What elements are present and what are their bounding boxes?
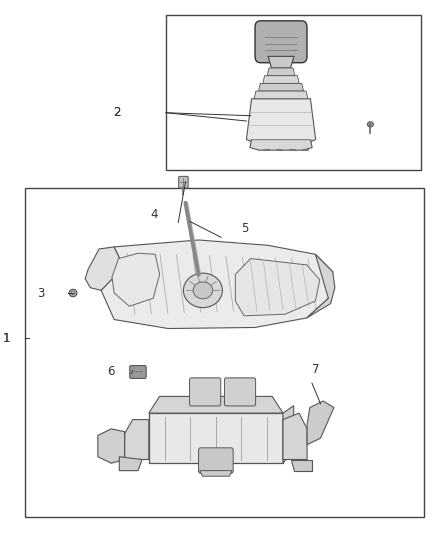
Ellipse shape [193, 282, 212, 299]
Polygon shape [283, 413, 307, 459]
Text: 1: 1 [3, 332, 10, 344]
Polygon shape [98, 429, 125, 463]
Polygon shape [200, 471, 232, 476]
Polygon shape [101, 240, 333, 328]
FancyBboxPatch shape [130, 366, 146, 378]
Polygon shape [254, 91, 308, 99]
FancyBboxPatch shape [179, 176, 188, 188]
FancyBboxPatch shape [224, 378, 256, 406]
Ellipse shape [69, 289, 77, 297]
Polygon shape [307, 401, 334, 445]
Polygon shape [112, 253, 159, 306]
Polygon shape [250, 140, 312, 150]
Text: 4: 4 [150, 208, 157, 221]
Text: 5: 5 [241, 222, 248, 235]
FancyBboxPatch shape [190, 378, 221, 406]
Polygon shape [119, 457, 142, 471]
Polygon shape [125, 419, 149, 459]
Text: 6: 6 [107, 365, 114, 378]
Ellipse shape [367, 122, 374, 127]
FancyBboxPatch shape [255, 21, 307, 63]
Polygon shape [235, 259, 320, 316]
Polygon shape [291, 459, 312, 471]
Bar [25, 188, 424, 517]
Polygon shape [85, 247, 120, 290]
Text: 7: 7 [312, 364, 319, 376]
Text: 2: 2 [113, 106, 120, 119]
Text: 3: 3 [38, 287, 45, 300]
Ellipse shape [71, 292, 75, 295]
Polygon shape [258, 83, 304, 91]
Polygon shape [267, 68, 295, 76]
Polygon shape [149, 413, 283, 463]
Bar [166, 14, 421, 170]
Polygon shape [307, 254, 335, 318]
Polygon shape [283, 406, 294, 463]
Polygon shape [263, 76, 299, 83]
Polygon shape [149, 397, 283, 413]
Ellipse shape [184, 273, 223, 308]
Text: 1: 1 [3, 332, 10, 344]
FancyBboxPatch shape [198, 448, 233, 473]
Polygon shape [247, 99, 316, 142]
Polygon shape [268, 56, 294, 68]
Text: 2: 2 [113, 106, 120, 119]
